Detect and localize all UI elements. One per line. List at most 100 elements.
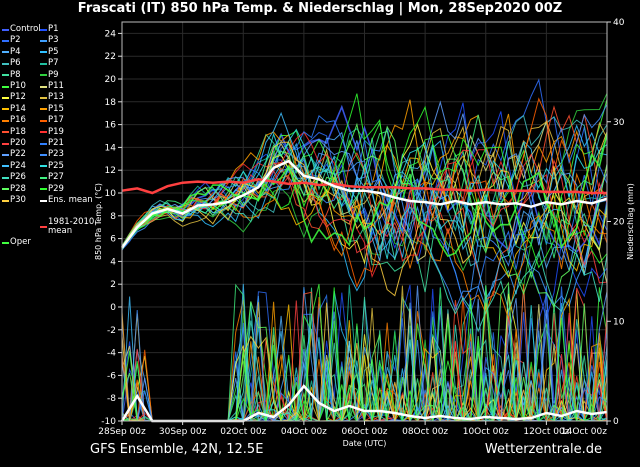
legend-swatch bbox=[2, 142, 9, 145]
legend-entry: 1981-2010 mean bbox=[40, 218, 94, 236]
legend-entry: P12 bbox=[2, 92, 26, 103]
legend-swatch bbox=[2, 165, 9, 168]
legend-label: P2 bbox=[10, 35, 21, 46]
y2-tick-label: 20 bbox=[613, 218, 625, 228]
ensemble-member-temp-line bbox=[122, 131, 607, 278]
x-tick-label: 04Oct 00z bbox=[281, 427, 327, 437]
legend-label: P22 bbox=[10, 149, 26, 160]
legend-entry: P9 bbox=[40, 70, 59, 81]
legend-entry: P8 bbox=[2, 70, 21, 81]
legend-entry: P10 bbox=[2, 81, 26, 92]
legend-label: P19 bbox=[48, 126, 64, 137]
legend-label: P30 bbox=[10, 195, 26, 205]
legend-entry: P2 bbox=[2, 35, 21, 46]
legend-swatch bbox=[2, 74, 9, 77]
legend-label: P28 bbox=[10, 183, 26, 194]
legend-swatch bbox=[40, 108, 47, 111]
y2-tick-label: 30 bbox=[613, 118, 625, 128]
ensemble-member-precip-line bbox=[122, 309, 607, 421]
legend-entry: P26 bbox=[2, 172, 26, 183]
ensemble-member-temp-line bbox=[122, 165, 607, 333]
legend-label: P29 bbox=[48, 183, 64, 194]
legend-entry: P30 bbox=[2, 195, 26, 206]
legend-entry: Control bbox=[2, 24, 41, 35]
x-axis-label: Date (UTC) bbox=[343, 439, 387, 448]
legend-swatch bbox=[2, 85, 9, 88]
legend-swatch bbox=[40, 62, 47, 65]
legend-label: P9 bbox=[48, 69, 59, 80]
legend-label: P17 bbox=[48, 115, 64, 126]
y-tick-label: 4 bbox=[110, 257, 116, 267]
legend-swatch bbox=[40, 188, 47, 191]
legend-swatch bbox=[2, 131, 9, 134]
legend-entry: P1 bbox=[40, 24, 59, 35]
legend-swatch bbox=[40, 142, 47, 145]
legend-entry: P5 bbox=[40, 47, 59, 58]
legend-swatch bbox=[40, 131, 47, 134]
legend-label: P20 bbox=[10, 138, 26, 148]
legend-swatch bbox=[40, 96, 47, 99]
y-tick-label: 12 bbox=[105, 166, 116, 176]
legend-label: P15 bbox=[48, 103, 64, 114]
legend-entry: P23 bbox=[40, 149, 64, 160]
legend-swatch bbox=[40, 28, 47, 31]
ensemble-member-temp-line bbox=[122, 133, 607, 258]
y-tick-label: -6 bbox=[107, 371, 116, 381]
legend-entry: P14 bbox=[2, 104, 26, 115]
legend-entry: P24 bbox=[2, 161, 26, 172]
legend-label: P8 bbox=[10, 69, 21, 80]
legend-swatch bbox=[2, 176, 9, 179]
legend-label: P23 bbox=[48, 149, 64, 160]
y-tick-label: 10 bbox=[105, 189, 117, 199]
legend-label: Control bbox=[10, 24, 41, 34]
legend-label: P13 bbox=[48, 92, 64, 103]
ensemble-member-precip-line bbox=[122, 301, 607, 421]
legend-entry: P7 bbox=[40, 58, 59, 69]
x-tick-label: 02Oct 00z bbox=[220, 427, 266, 437]
legend-swatch bbox=[40, 165, 47, 168]
legend-swatch bbox=[40, 39, 47, 42]
legend-label: P27 bbox=[48, 172, 64, 183]
legend-swatch bbox=[40, 119, 47, 122]
ensemble-member-precip-line bbox=[122, 319, 607, 421]
climate-mean-line bbox=[121, 178, 607, 195]
y-tick-label: 0 bbox=[110, 303, 116, 313]
legend-label: P6 bbox=[10, 58, 21, 69]
legend-swatch bbox=[2, 241, 9, 244]
legend-entry: P27 bbox=[40, 172, 64, 183]
legend-label: P4 bbox=[10, 46, 21, 57]
ensemble-member-precip-line bbox=[122, 283, 607, 421]
legend-swatch bbox=[40, 176, 47, 179]
legend-entry: P25 bbox=[40, 161, 64, 172]
x-tick-label: 06Oct 00z bbox=[341, 427, 387, 437]
legend-swatch bbox=[2, 28, 9, 31]
ensemble-member-temp-line bbox=[122, 131, 607, 297]
legend-entry: P18 bbox=[2, 127, 26, 138]
legend-label: Oper bbox=[10, 237, 31, 248]
legend-label: P14 bbox=[10, 103, 26, 114]
y-tick-label: 8 bbox=[110, 212, 116, 222]
y2-tick-label: 10 bbox=[613, 317, 625, 327]
legend-entry: P19 bbox=[40, 127, 64, 138]
legend-swatch bbox=[40, 226, 47, 229]
legend-swatch bbox=[40, 74, 47, 77]
legend-label: P10 bbox=[10, 81, 26, 91]
legend-label: Ens. mean bbox=[48, 195, 93, 205]
ensemble-member-temp-line bbox=[122, 93, 607, 269]
legend-entry: P22 bbox=[2, 149, 26, 160]
legend-label: P16 bbox=[10, 115, 26, 126]
legend-entry: P6 bbox=[2, 58, 21, 69]
ensemble-member-precip-line bbox=[122, 283, 607, 421]
legend-swatch bbox=[40, 153, 47, 156]
legend-swatch bbox=[2, 39, 9, 42]
y-tick-label: 2 bbox=[110, 280, 116, 290]
legend-swatch bbox=[2, 62, 9, 65]
legend-swatch bbox=[2, 108, 9, 111]
legend-entry: P20 bbox=[2, 138, 26, 149]
legend-entry: P28 bbox=[2, 184, 26, 195]
legend-entry: P16 bbox=[2, 115, 26, 126]
y2-tick-label: 40 bbox=[613, 18, 625, 28]
y-tick-label: 16 bbox=[105, 121, 117, 131]
ensemble-member-precip-line bbox=[122, 302, 607, 421]
